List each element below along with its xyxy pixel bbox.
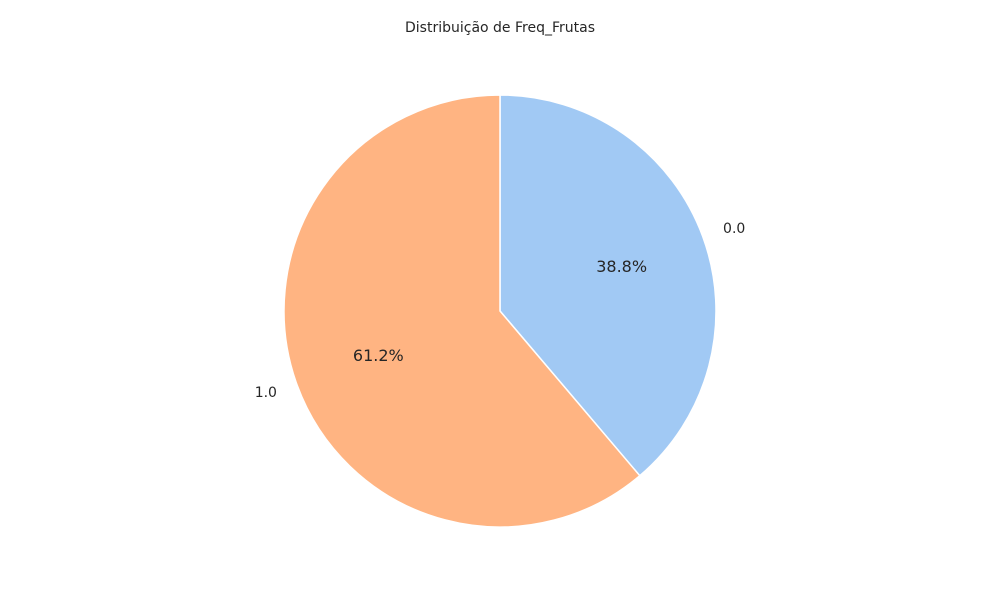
slice-percent-0-0: 38.8% bbox=[596, 257, 647, 276]
pie-slice-1-0 bbox=[283, 94, 641, 528]
pie-slices bbox=[283, 94, 717, 528]
slice-label-0-0: 0.0 bbox=[723, 221, 745, 237]
pie-slice-0-0 bbox=[499, 94, 717, 477]
slice-percent-1-0: 61.2% bbox=[353, 346, 404, 365]
slice-label-1-0: 1.0 bbox=[255, 385, 277, 401]
pie-labels: 0.0 38.8% 1.0 61.2% bbox=[255, 221, 746, 401]
chart-title: Distribuição de Freq_Frutas bbox=[405, 20, 595, 36]
